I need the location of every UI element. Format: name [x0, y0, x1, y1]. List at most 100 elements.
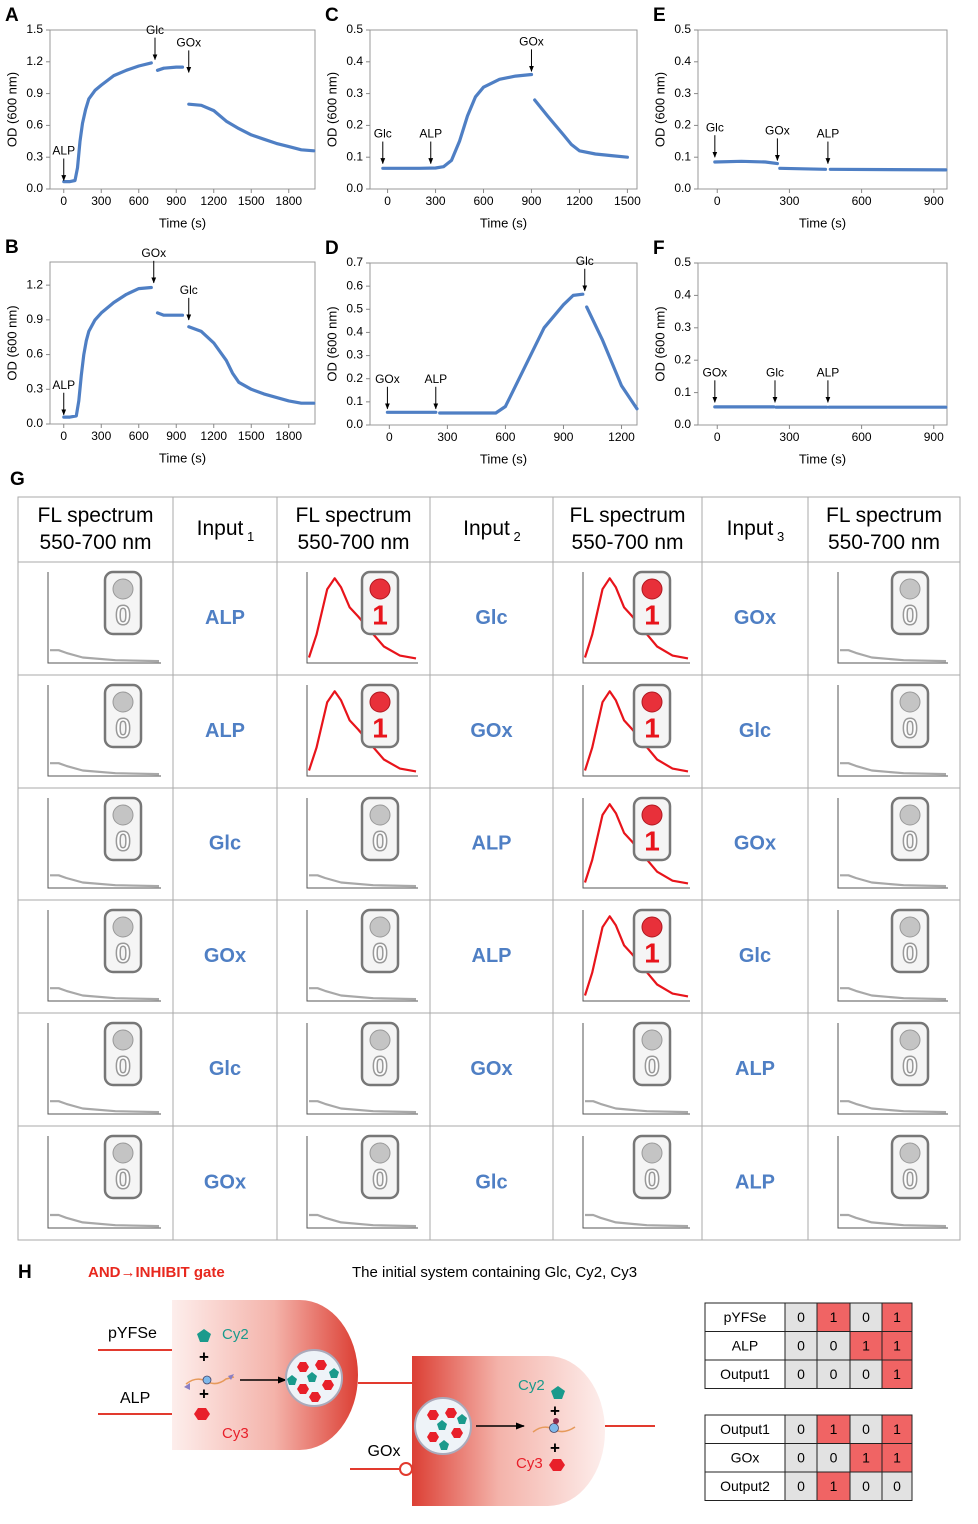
x-tick-label: 600 — [129, 429, 149, 443]
spectrum-axes — [582, 1136, 690, 1229]
spectrum-curve — [50, 649, 160, 663]
spectrum-curve — [585, 1100, 689, 1114]
y-axis-label: OD (600 nm) — [652, 306, 667, 381]
y-tick-label: 0.1 — [674, 385, 691, 399]
truth-text: 0 — [797, 1421, 805, 1437]
truth-text: 1 — [830, 1421, 838, 1437]
table-cell — [172, 899, 278, 1014]
input-label: ALP — [120, 1390, 150, 1407]
y-tick-label: 1.2 — [26, 54, 43, 68]
truth-text: 0 — [830, 1366, 838, 1382]
indicator-light — [369, 804, 391, 826]
truth-text: ALP — [732, 1337, 758, 1353]
indicator-light — [369, 691, 391, 713]
state-digit: 0 — [115, 1050, 131, 1081]
input-label: Glc — [209, 1058, 241, 1080]
x-tick-label: 900 — [166, 429, 186, 443]
y-tick-label: 0.1 — [674, 149, 691, 163]
panel-label: E — [653, 5, 666, 26]
truth-cell — [881, 1331, 913, 1361]
y-tick-label: 0.2 — [674, 118, 691, 132]
table-cell — [17, 674, 174, 789]
x-tick-label: 0 — [60, 429, 67, 443]
x-tick-label: 600 — [495, 430, 515, 444]
x-tick-label: 900 — [553, 430, 573, 444]
state-digit: 0 — [115, 1163, 131, 1194]
x-tick-label: 900 — [521, 194, 541, 208]
x-tick-label: 900 — [924, 430, 944, 444]
spectrum-axes — [306, 1136, 418, 1229]
x-tick-label: 1200 — [200, 429, 227, 443]
table-cell — [552, 1012, 703, 1127]
spectrum-axes — [306, 910, 418, 1002]
input-label: GOx — [204, 945, 246, 967]
x-tick-label: 1800 — [275, 194, 302, 208]
table-cell — [807, 1012, 961, 1127]
input-label: Glc — [739, 945, 771, 967]
y-tick-label: 0.4 — [346, 325, 363, 339]
x-tick-label: 1200 — [200, 194, 227, 208]
indicator-light — [369, 1142, 391, 1164]
indicator-light — [112, 691, 134, 713]
y-tick-label: 0.0 — [346, 417, 363, 431]
truth-text: 0 — [797, 1366, 805, 1382]
truth-text: Output1 — [720, 1366, 770, 1382]
y-tick-label: 0.6 — [26, 347, 43, 361]
truth-text: Output1 — [720, 1421, 770, 1437]
data-line — [62, 61, 316, 184]
panel-label: A — [5, 5, 19, 26]
indicator-light — [112, 1142, 134, 1164]
state-digit: 0 — [902, 599, 918, 630]
spectrum-axes — [837, 798, 948, 889]
input-label: GOx — [734, 607, 776, 629]
indicator-light — [899, 804, 921, 826]
spectrum-curve — [307, 577, 417, 660]
y-tick-label: 1.2 — [26, 277, 43, 291]
state-digit: 0 — [372, 825, 388, 856]
y-tick-label: 0.2 — [674, 352, 691, 366]
spectrum-axes — [47, 572, 161, 664]
x-tick-label: 600 — [129, 194, 149, 208]
truth-text: 0 — [797, 1337, 805, 1353]
table-cell — [807, 561, 961, 676]
header-text: 550-700 nm — [297, 531, 409, 554]
x-axis-label: Time (s) — [480, 451, 527, 466]
x-tick-label: 600 — [852, 194, 872, 208]
spectrum-axes — [837, 572, 948, 664]
indicator-light — [112, 578, 134, 600]
indicator-light — [112, 804, 134, 826]
header-text: 550-700 nm — [39, 531, 151, 554]
y-axis-label: OD (600 nm) — [4, 72, 19, 147]
truth-text: 1 — [893, 1309, 901, 1325]
indicator-light — [899, 1142, 921, 1164]
annotation-label: ALP — [424, 372, 447, 386]
spectrum-curve — [309, 987, 417, 1001]
truth-cell — [704, 1302, 786, 1332]
y-tick-label: 0.0 — [26, 181, 43, 195]
spectrum-axes — [837, 910, 948, 1002]
indicator-light — [369, 916, 391, 938]
spectrum-curve — [309, 1213, 417, 1228]
header-text: Input — [463, 517, 510, 540]
x-tick-label: 300 — [426, 194, 446, 208]
cy2-label: Cy2 — [518, 1377, 545, 1394]
y-axis-label: OD (600 nm) — [324, 72, 339, 147]
indicator-light — [899, 916, 921, 938]
input-label: Glc — [475, 1171, 507, 1193]
table-cell — [17, 1125, 174, 1241]
state-digit: 0 — [644, 1050, 660, 1081]
annotation-label: GOx — [519, 35, 544, 49]
truth-text: 0 — [893, 1478, 901, 1494]
truth-text: 1 — [893, 1337, 901, 1353]
table-cell — [429, 674, 554, 789]
input-label: ALP — [735, 1171, 775, 1193]
input-label: GOx — [470, 720, 512, 742]
truth-text: 0 — [862, 1366, 870, 1382]
table-cell — [701, 674, 809, 789]
spectrum-curve — [309, 874, 417, 888]
indicator-light — [641, 578, 663, 600]
y-tick-label: 0.5 — [674, 22, 691, 36]
table-cell — [552, 787, 703, 901]
state-digit: 1 — [644, 599, 660, 630]
table-cell — [429, 496, 554, 563]
